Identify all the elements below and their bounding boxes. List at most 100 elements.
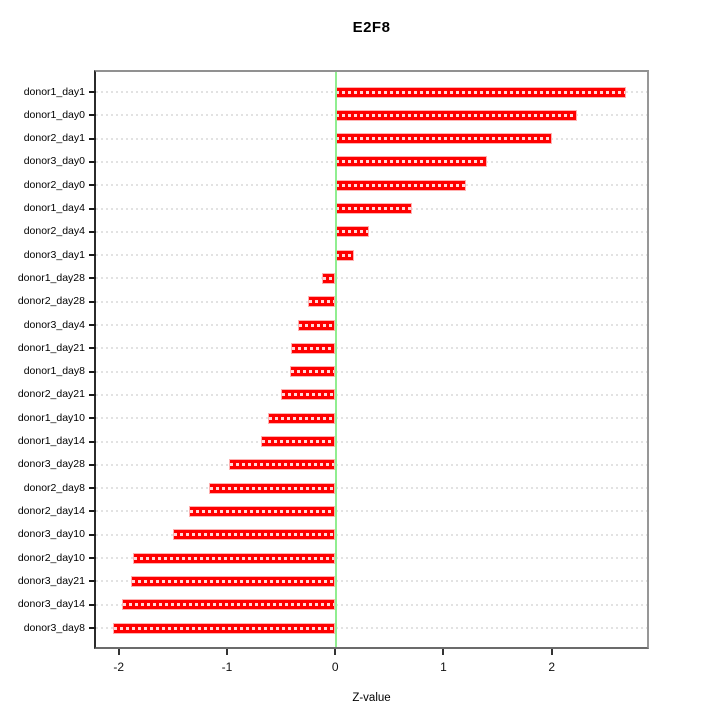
- bar-donor2_day1: [335, 133, 552, 145]
- row-gridline: [96, 487, 647, 490]
- bar-donor1_day1: [335, 86, 627, 98]
- y-axis-label-donor1_day14: donor1_day14: [17, 435, 85, 448]
- y-axis-tick: [89, 254, 96, 257]
- y-axis-label-donor1_day4: donor1_day4: [23, 202, 85, 215]
- x-axis-tick-label: -1: [221, 660, 233, 674]
- y-axis-tick: [89, 510, 96, 513]
- row-gridline: [96, 510, 647, 513]
- x-axis-tick: [117, 649, 120, 655]
- row-gridline: [96, 440, 647, 443]
- y-axis-tick: [89, 300, 96, 303]
- y-axis-tick: [89, 160, 96, 163]
- y-axis-tick: [89, 557, 96, 560]
- y-axis-label-donor2_day1: donor2_day1: [23, 132, 85, 145]
- bar-donor2_day8: [208, 482, 336, 494]
- y-axis-label-donor2_day0: donor2_day0: [23, 178, 85, 191]
- y-axis-label-donor1_day10: donor1_day10: [17, 411, 85, 424]
- y-axis-label-donor2_day21: donor2_day21: [17, 388, 85, 401]
- bar-donor3_day4: [298, 319, 336, 331]
- x-axis-tick: [225, 649, 228, 655]
- bar-donor2_day28: [308, 296, 336, 308]
- y-axis-label-donor1_day0: donor1_day0: [23, 108, 85, 121]
- y-axis-tick: [89, 487, 96, 490]
- x-axis-tick: [334, 649, 337, 655]
- row-gridline: [96, 300, 647, 303]
- row-gridline: [96, 580, 647, 583]
- y-axis-label-donor2_day14: donor2_day14: [17, 504, 85, 517]
- bar-donor3_day10: [172, 529, 336, 541]
- bar-donor1_day14: [260, 436, 336, 448]
- y-axis-label-donor1_day21: donor1_day21: [17, 341, 85, 354]
- y-axis-label-donor1_day8: donor1_day8: [23, 365, 85, 378]
- row-gridline: [96, 557, 647, 560]
- bar-donor3_day28: [229, 459, 336, 471]
- row-gridline: [96, 254, 647, 257]
- y-axis-tick: [89, 627, 96, 629]
- row-gridline: [96, 417, 647, 420]
- bar-donor1_day0: [335, 109, 577, 121]
- bar-donor3_day8: [113, 622, 336, 634]
- bar-donor3_day0: [335, 156, 487, 168]
- plot-area: donor1_day1 donor1_day0 donor2_day1 donor3_…: [18, 70, 649, 674]
- bar-donor2_day0: [335, 179, 467, 191]
- zero-reference-line: [334, 72, 337, 647]
- y-axis-label-donor3_day10: donor3_day10: [17, 528, 85, 541]
- y-axis-label-donor1_day28: donor1_day28: [17, 271, 85, 284]
- chart-title: E2F8: [352, 19, 391, 36]
- y-axis-tick: [89, 533, 96, 536]
- x-axis-tick: [442, 649, 445, 655]
- y-axis-label-donor2_day8: donor2_day8: [23, 481, 85, 494]
- y-axis-label-donor3_day1: donor3_day1: [23, 248, 85, 261]
- y-axis-tick: [89, 114, 96, 117]
- x-axis-tick: [550, 649, 553, 655]
- bar-donor3_day14: [121, 599, 336, 611]
- bar-donor1_day4: [335, 203, 413, 215]
- bar-donor2_day14: [189, 505, 336, 517]
- row-gridline: [96, 347, 647, 350]
- y-axis-tick: [89, 370, 96, 373]
- y-axis-tick: [89, 230, 96, 233]
- y-axis-tick: [89, 463, 96, 466]
- bar-donor2_day21: [281, 389, 336, 401]
- y-axis-tick: [89, 347, 96, 350]
- y-axis-tick: [89, 207, 96, 210]
- y-axis-tick: [89, 137, 96, 140]
- y-axis-label-donor3_day28: donor3_day28: [17, 458, 85, 471]
- y-axis-label-donor3_day4: donor3_day4: [23, 318, 85, 331]
- row-gridline: [96, 324, 647, 327]
- row-gridline: [96, 370, 647, 373]
- bar-donor2_day4: [335, 226, 369, 238]
- row-gridline: [96, 627, 647, 629]
- y-axis-label-donor1_day1: donor1_day1: [23, 85, 85, 98]
- y-axis-label-donor2_day10: donor2_day10: [17, 551, 85, 564]
- x-axis-title: Z-value: [352, 692, 391, 704]
- bar-donor3_day21: [130, 575, 336, 587]
- y-axis-label-donor2_day4: donor2_day4: [23, 225, 85, 238]
- y-axis-label-donor2_day28: donor2_day28: [17, 295, 85, 308]
- y-axis-tick: [89, 277, 96, 280]
- y-axis-label-donor3_day14: donor3_day14: [17, 598, 85, 611]
- row-gridline: [96, 277, 647, 280]
- y-axis-tick: [89, 440, 96, 443]
- y-axis-label-donor3_day21: donor3_day21: [17, 574, 85, 587]
- y-axis-tick: [89, 417, 96, 420]
- y-axis-tick: [89, 393, 96, 396]
- bar-donor1_day8: [289, 366, 336, 378]
- bar-donor3_day1: [335, 249, 354, 261]
- x-axis-tick-label: -2: [113, 660, 125, 674]
- bar-donor1_day21: [290, 342, 336, 354]
- row-gridline: [96, 463, 647, 466]
- y-axis-label-donor3_day8: donor3_day8: [23, 621, 85, 634]
- y-axis-tick: [89, 91, 96, 93]
- row-gridline: [96, 230, 647, 233]
- bar-donor1_day28: [322, 272, 336, 284]
- y-axis-label-donor3_day0: donor3_day0: [23, 155, 85, 168]
- y-axis-tick: [89, 324, 96, 327]
- bar-donor2_day10: [132, 552, 336, 564]
- x-axis-tick-label: 0: [331, 660, 339, 674]
- y-axis-tick: [89, 580, 96, 583]
- row-gridline: [96, 603, 647, 606]
- y-axis-tick: [89, 603, 96, 606]
- bar-donor1_day10: [268, 412, 336, 424]
- x-axis-tick-label: 2: [548, 660, 556, 674]
